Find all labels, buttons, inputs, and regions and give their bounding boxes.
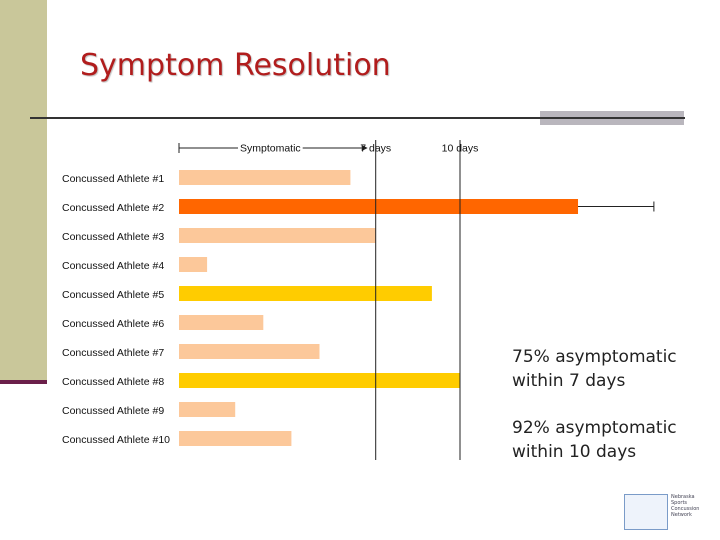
header-arrow-head	[361, 145, 368, 151]
bar	[179, 228, 376, 243]
bar	[179, 170, 351, 185]
header-label: Symptomatic	[240, 143, 301, 155]
category-label: Concussed Athlete #3	[62, 231, 164, 243]
category-label: Concussed Athlete #4	[62, 260, 164, 272]
category-label: Concussed Athlete #2	[62, 202, 164, 214]
logo-line: Nebraska	[671, 494, 695, 500]
category-label: Concussed Athlete #6	[62, 318, 164, 330]
bar	[179, 315, 264, 330]
category-label: Concussed Athlete #8	[62, 376, 164, 388]
bar	[179, 344, 320, 359]
logo-line: Sports	[671, 500, 688, 506]
bar	[179, 257, 208, 272]
reference-line-label: 10 days	[442, 143, 479, 155]
logo-line: Concussion	[671, 506, 700, 512]
bar	[179, 286, 432, 301]
bar	[179, 373, 460, 388]
network-logo: Nebraska Sports Concussion Network	[624, 494, 704, 530]
category-label: Concussed Athlete #9	[62, 405, 164, 417]
bar	[179, 431, 292, 446]
note-7-days: 75% asymptomatic within 7 days	[512, 347, 677, 391]
sidebar-band	[0, 0, 47, 383]
slide-title: Symptom Resolution	[80, 48, 391, 83]
category-label: Concussed Athlete #7	[62, 347, 164, 359]
bar	[179, 199, 579, 214]
category-label: Concussed Athlete #1	[62, 173, 164, 185]
bar	[179, 402, 236, 417]
header-label-background	[238, 142, 303, 155]
category-label: Concussed Athlete #10	[62, 434, 170, 446]
category-label: Concussed Athlete #5	[62, 289, 164, 301]
logo-text: Nebraska Sports Concussion Network	[671, 494, 699, 530]
title-rule	[30, 117, 685, 119]
note-10-days: 92% asymptomatic within 10 days	[512, 418, 677, 462]
reference-line-label: 7 days	[360, 143, 391, 155]
sidebar-accent-bar	[0, 380, 47, 384]
logo-mark-icon	[624, 494, 668, 530]
logo-line: Network	[671, 512, 692, 518]
